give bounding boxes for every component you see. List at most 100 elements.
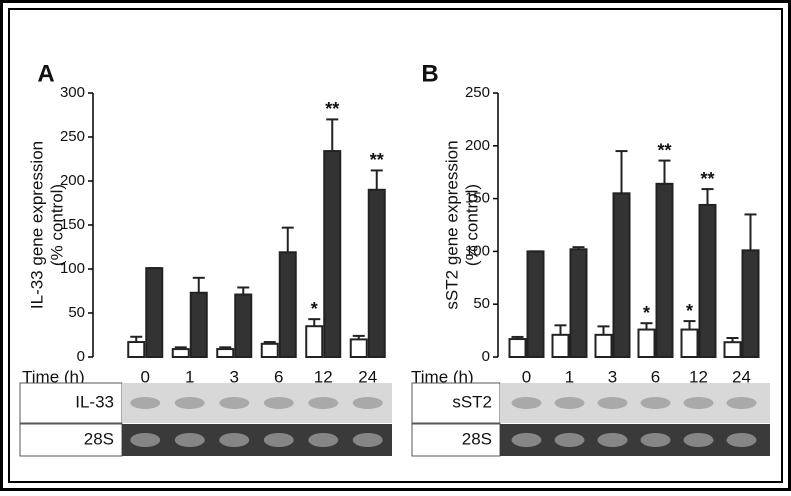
significance-label: ** xyxy=(700,169,714,189)
gel-band xyxy=(511,433,542,447)
y-tick-label: 50 xyxy=(68,304,85,321)
significance-label: ** xyxy=(370,150,384,170)
gel-band xyxy=(640,397,671,409)
y-tick-label: 0 xyxy=(482,348,490,365)
x-tick-label: 6 xyxy=(651,367,660,386)
gel-band xyxy=(352,397,383,409)
bar xyxy=(234,293,253,358)
gel-band xyxy=(263,397,294,409)
gel-band xyxy=(554,397,585,409)
blot-label: sST2 xyxy=(452,392,492,411)
y-tick-label: 150 xyxy=(465,190,490,207)
gel-band xyxy=(511,397,542,409)
y-axis-label: (% control) xyxy=(462,184,481,266)
y-axis-label: sST2 gene expression xyxy=(442,140,461,309)
x-tick-label: 24 xyxy=(358,367,377,386)
blot-label-box xyxy=(411,423,501,457)
y-tick-label: 0 xyxy=(77,348,85,365)
inner-frame xyxy=(8,8,783,483)
bar xyxy=(723,341,742,359)
bar xyxy=(189,291,208,359)
gel-band xyxy=(352,433,383,447)
significance-label: * xyxy=(686,301,693,321)
panel-letter: B xyxy=(421,60,438,87)
y-tick-label: 50 xyxy=(473,295,490,312)
y-tick-label: 300 xyxy=(60,84,85,101)
bar xyxy=(260,342,279,358)
gel-band xyxy=(308,433,339,447)
y-axis-label: (% control) xyxy=(47,184,66,266)
x-tick-label: 1 xyxy=(185,367,194,386)
bar xyxy=(551,333,570,359)
bar xyxy=(145,267,164,358)
significance-label: * xyxy=(311,299,318,319)
gel-band xyxy=(726,397,757,409)
panel-letter: A xyxy=(37,60,54,87)
gel-band xyxy=(726,433,757,447)
y-tick-label: 250 xyxy=(60,128,85,145)
x-tick-label: 6 xyxy=(274,367,283,386)
gel-strip xyxy=(500,424,770,456)
gel-band xyxy=(640,433,671,447)
bar xyxy=(569,248,588,358)
gel-band xyxy=(597,433,628,447)
gel-band xyxy=(554,433,585,447)
gel-band xyxy=(130,433,161,447)
y-tick-label: 250 xyxy=(465,84,490,101)
bar xyxy=(349,338,368,358)
y-tick-label: 100 xyxy=(465,242,490,259)
gel-strip xyxy=(122,424,392,456)
gel-band xyxy=(308,397,339,409)
bar xyxy=(216,348,235,358)
x-tick-label: 1 xyxy=(565,367,574,386)
x-tick-label: 3 xyxy=(608,367,617,386)
x-tick-label: 24 xyxy=(732,367,751,386)
gel-band xyxy=(130,397,161,409)
y-axis-label: IL-33 gene expression xyxy=(27,141,46,309)
bar xyxy=(680,328,699,359)
x-axis-label: Time (h) xyxy=(411,367,474,386)
bar xyxy=(278,251,297,358)
blot-label-box xyxy=(19,382,123,424)
x-tick-label: 12 xyxy=(314,367,333,386)
bar xyxy=(594,333,613,359)
blot-label: 28S xyxy=(84,429,114,448)
x-tick-label: 0 xyxy=(141,367,150,386)
bar xyxy=(305,325,324,359)
bar xyxy=(508,338,527,359)
x-axis-label: Time (h) xyxy=(22,367,85,386)
y-tick-label: 150 xyxy=(60,216,85,233)
gel-band xyxy=(683,433,714,447)
bar xyxy=(127,341,146,359)
blot-label: IL-33 xyxy=(75,392,114,411)
gel-band xyxy=(174,433,205,447)
gel-band xyxy=(263,433,294,447)
significance-label: ** xyxy=(657,140,671,160)
gel-band xyxy=(683,397,714,409)
gel-strip xyxy=(500,383,770,423)
x-tick-label: 12 xyxy=(689,367,708,386)
bar xyxy=(526,250,545,358)
gel-strip xyxy=(122,383,392,423)
blot-label: 28S xyxy=(462,429,492,448)
bar xyxy=(655,182,674,358)
bar xyxy=(612,192,631,358)
bar xyxy=(323,150,342,358)
gel-band xyxy=(174,397,205,409)
y-tick-label: 200 xyxy=(60,172,85,189)
y-tick-label: 200 xyxy=(465,137,490,154)
y-tick-label: 100 xyxy=(60,260,85,277)
significance-label: ** xyxy=(325,99,339,119)
bar xyxy=(171,348,190,358)
significance-label: * xyxy=(643,303,650,323)
gel-band xyxy=(597,397,628,409)
gel-band xyxy=(219,433,250,447)
bar xyxy=(367,188,386,358)
bar xyxy=(741,249,760,358)
x-tick-label: 3 xyxy=(230,367,239,386)
gel-band xyxy=(219,397,250,409)
x-tick-label: 0 xyxy=(522,367,531,386)
bar xyxy=(637,328,656,359)
